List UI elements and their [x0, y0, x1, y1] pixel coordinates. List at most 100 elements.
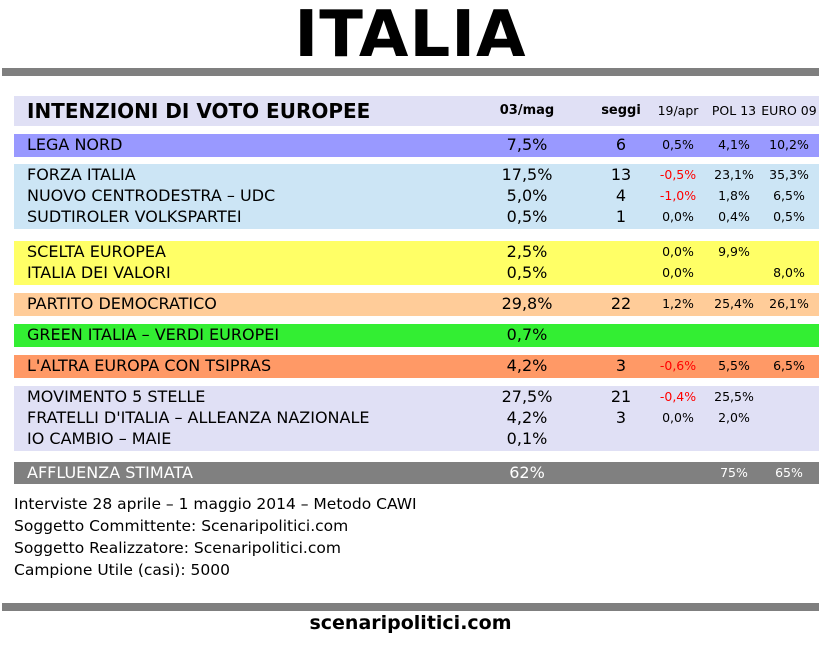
col-header-seats: seggi [601, 103, 641, 118]
cell-party: FRATELLI D'ITALIA – ALLEANZA NAZIONALE [27, 408, 370, 427]
cell-party: GREEN ITALIA – VERDI EUROPEI [27, 325, 280, 344]
cell-vote: 4,2% [506, 408, 548, 427]
turnout-label: AFFLUENZA STIMATA [27, 463, 193, 482]
cell-seats [591, 262, 651, 284]
table-row: SCELTA EUROPEA 2,5% 0,0% 9,9% [14, 241, 819, 263]
col-header-pol13: POL 13 [711, 103, 757, 118]
page-title: ITALIA [294, 0, 527, 72]
cell-euro09: 6,5% [773, 358, 805, 373]
cell-vote: 0,7% [506, 325, 548, 344]
cell-party: FORZA ITALIA [27, 165, 136, 184]
cell-delta: -1,0% [659, 188, 697, 203]
cell-delta: 0,5% [662, 137, 694, 152]
party-group: SCELTA EUROPEA 2,5% 0,0% 9,9% ITALIA DEI VAL… [14, 241, 819, 285]
cell-seats [591, 241, 651, 263]
cell-euro09: 10,2% [769, 137, 809, 152]
cell-seats: 21 [610, 387, 632, 406]
cell-delta: -0,4% [659, 389, 697, 404]
table-row: L'ALTRA EUROPA CON TSIPRAS 4,2% 3 -0,6% 5,5%… [14, 355, 819, 377]
table-row: LEGA NORD 7,5% 6 0,5% 4,1% 10,2% [14, 134, 819, 156]
party-group: LEGA NORD 7,5% 6 0,5% 4,1% 10,2% [14, 134, 819, 157]
cell-seats: 3 [615, 408, 627, 427]
cell-party: MOVIMENTO 5 STELLE [27, 387, 206, 406]
cell-delta: 0,0% [662, 265, 694, 280]
poll-table: INTENZIONI DI VOTO EUROPEE 03/mag seggi … [14, 96, 819, 486]
turnout-pol13: 75% [720, 465, 748, 480]
col-header-prev: 19/apr [657, 103, 699, 118]
cell-vote: 27,5% [501, 387, 553, 406]
party-group: PARTITO DEMOCRATICO 29,8% 22 1,2% 25,4% 26,1% [14, 293, 819, 316]
table-row: ITALIA DEI VALORI 0,5% 0,0% 8,0% [14, 262, 819, 284]
col-header-euro09: EURO 09 [761, 103, 817, 118]
cell-delta: -0,5% [659, 167, 697, 182]
party-group: L'ALTRA EUROPA CON TSIPRAS 4,2% 3 -0,6% 5,5%… [14, 355, 819, 378]
cell-euro09: 26,1% [769, 296, 809, 311]
cell-pol13: 0,4% [718, 209, 750, 224]
cell-euro09: 0,5% [773, 209, 805, 224]
cell-pol13 [707, 324, 761, 346]
cell-euro09 [761, 428, 817, 450]
cell-seats: 13 [610, 165, 632, 184]
table-row: PARTITO DEMOCRATICO 29,8% 22 1,2% 25,4% 26,1% [14, 293, 819, 315]
cell-vote: 17,5% [501, 165, 553, 184]
top-divider [2, 68, 819, 76]
cell-seats: 4 [615, 186, 627, 205]
cell-euro09: 35,3% [769, 167, 809, 182]
cell-seats: 1 [615, 207, 627, 226]
table-header: INTENZIONI DI VOTO EUROPEE 03/mag seggi … [14, 96, 819, 126]
cell-euro09 [761, 407, 817, 429]
cell-euro09: 6,5% [773, 188, 805, 203]
table-row: FRATELLI D'ITALIA – ALLEANZA NAZIONALE 4,… [14, 407, 819, 429]
cell-seats: 6 [615, 135, 627, 154]
cell-party: NUOVO CENTRODESTRA – UDC [27, 186, 276, 205]
bottom-divider [2, 603, 819, 611]
cell-vote: 0,5% [506, 263, 548, 282]
table-row: GREEN ITALIA – VERDI EUROPEI 0,7% [14, 324, 819, 346]
cell-pol13: 5,5% [718, 358, 750, 373]
cell-delta [651, 324, 705, 346]
cell-seats: 22 [610, 294, 632, 313]
turnout-row: AFFLUENZA STIMATA 62% 75% 65% [14, 462, 819, 484]
cell-party: ITALIA DEI VALORI [27, 263, 171, 282]
table-title: INTENZIONI DI VOTO EUROPEE [27, 99, 371, 123]
table-row: SUDTIROLER VOLKSPARTEI 0,5% 1 0,0% 0,4% 0,5% [14, 206, 819, 228]
cell-vote: 5,0% [506, 186, 548, 205]
cell-party: IO CAMBIO – MAIE [27, 429, 172, 448]
cell-pol13: 1,8% [718, 188, 750, 203]
cell-vote: 29,8% [501, 294, 553, 313]
cell-delta: 0,0% [662, 410, 694, 425]
cell-party: L'ALTRA EUROPA CON TSIPRAS [27, 356, 272, 375]
cell-delta: 1,2% [662, 296, 694, 311]
party-group: MOVIMENTO 5 STELLE 27,5% 21 -0,4% 25,5% FRATE… [14, 386, 819, 451]
cell-delta: 0,0% [662, 244, 694, 259]
cell-party: SUDTIROLER VOLKSPARTEI [27, 207, 242, 226]
table-row: MOVIMENTO 5 STELLE 27,5% 21 -0,4% 25,5% [14, 386, 819, 408]
cell-pol13: 4,1% [718, 137, 750, 152]
cell-vote: 0,1% [506, 429, 548, 448]
cell-vote: 2,5% [506, 242, 548, 261]
cell-euro09 [761, 386, 817, 408]
footer-site: scenaripolitici.com [309, 612, 512, 634]
cell-euro09: 8,0% [773, 265, 805, 280]
party-group: FORZA ITALIA 17,5% 13 -0,5% 23,1% 35,3% NUOVO … [14, 164, 819, 229]
cell-seats [591, 428, 651, 450]
cell-pol13: 25,4% [714, 296, 754, 311]
note-4: Campione Utile (casi): 5000 [14, 561, 230, 579]
cell-delta: -0,6% [659, 358, 697, 373]
col-header-vote: 03/mag [499, 103, 555, 118]
cell-euro09 [761, 241, 817, 263]
cell-vote: 7,5% [506, 135, 548, 154]
turnout-vote: 62% [509, 463, 545, 482]
party-group: GREEN ITALIA – VERDI EUROPEI 0,7% [14, 324, 819, 347]
cell-vote: 4,2% [506, 356, 548, 375]
cell-delta [651, 428, 705, 450]
cell-vote: 0,5% [506, 207, 548, 226]
cell-delta: 0,0% [662, 209, 694, 224]
cell-pol13: 23,1% [714, 167, 754, 182]
note-3: Soggetto Realizzatore: Scenaripolitici.c… [14, 539, 341, 557]
table-row: IO CAMBIO – MAIE 0,1% [14, 428, 819, 450]
table-row: NUOVO CENTRODESTRA – UDC 5,0% 4 -1,0% 1,8% 6,… [14, 185, 819, 207]
cell-party: PARTITO DEMOCRATICO [27, 294, 217, 313]
cell-party: SCELTA EUROPEA [27, 242, 166, 261]
cell-pol13 [707, 262, 761, 284]
